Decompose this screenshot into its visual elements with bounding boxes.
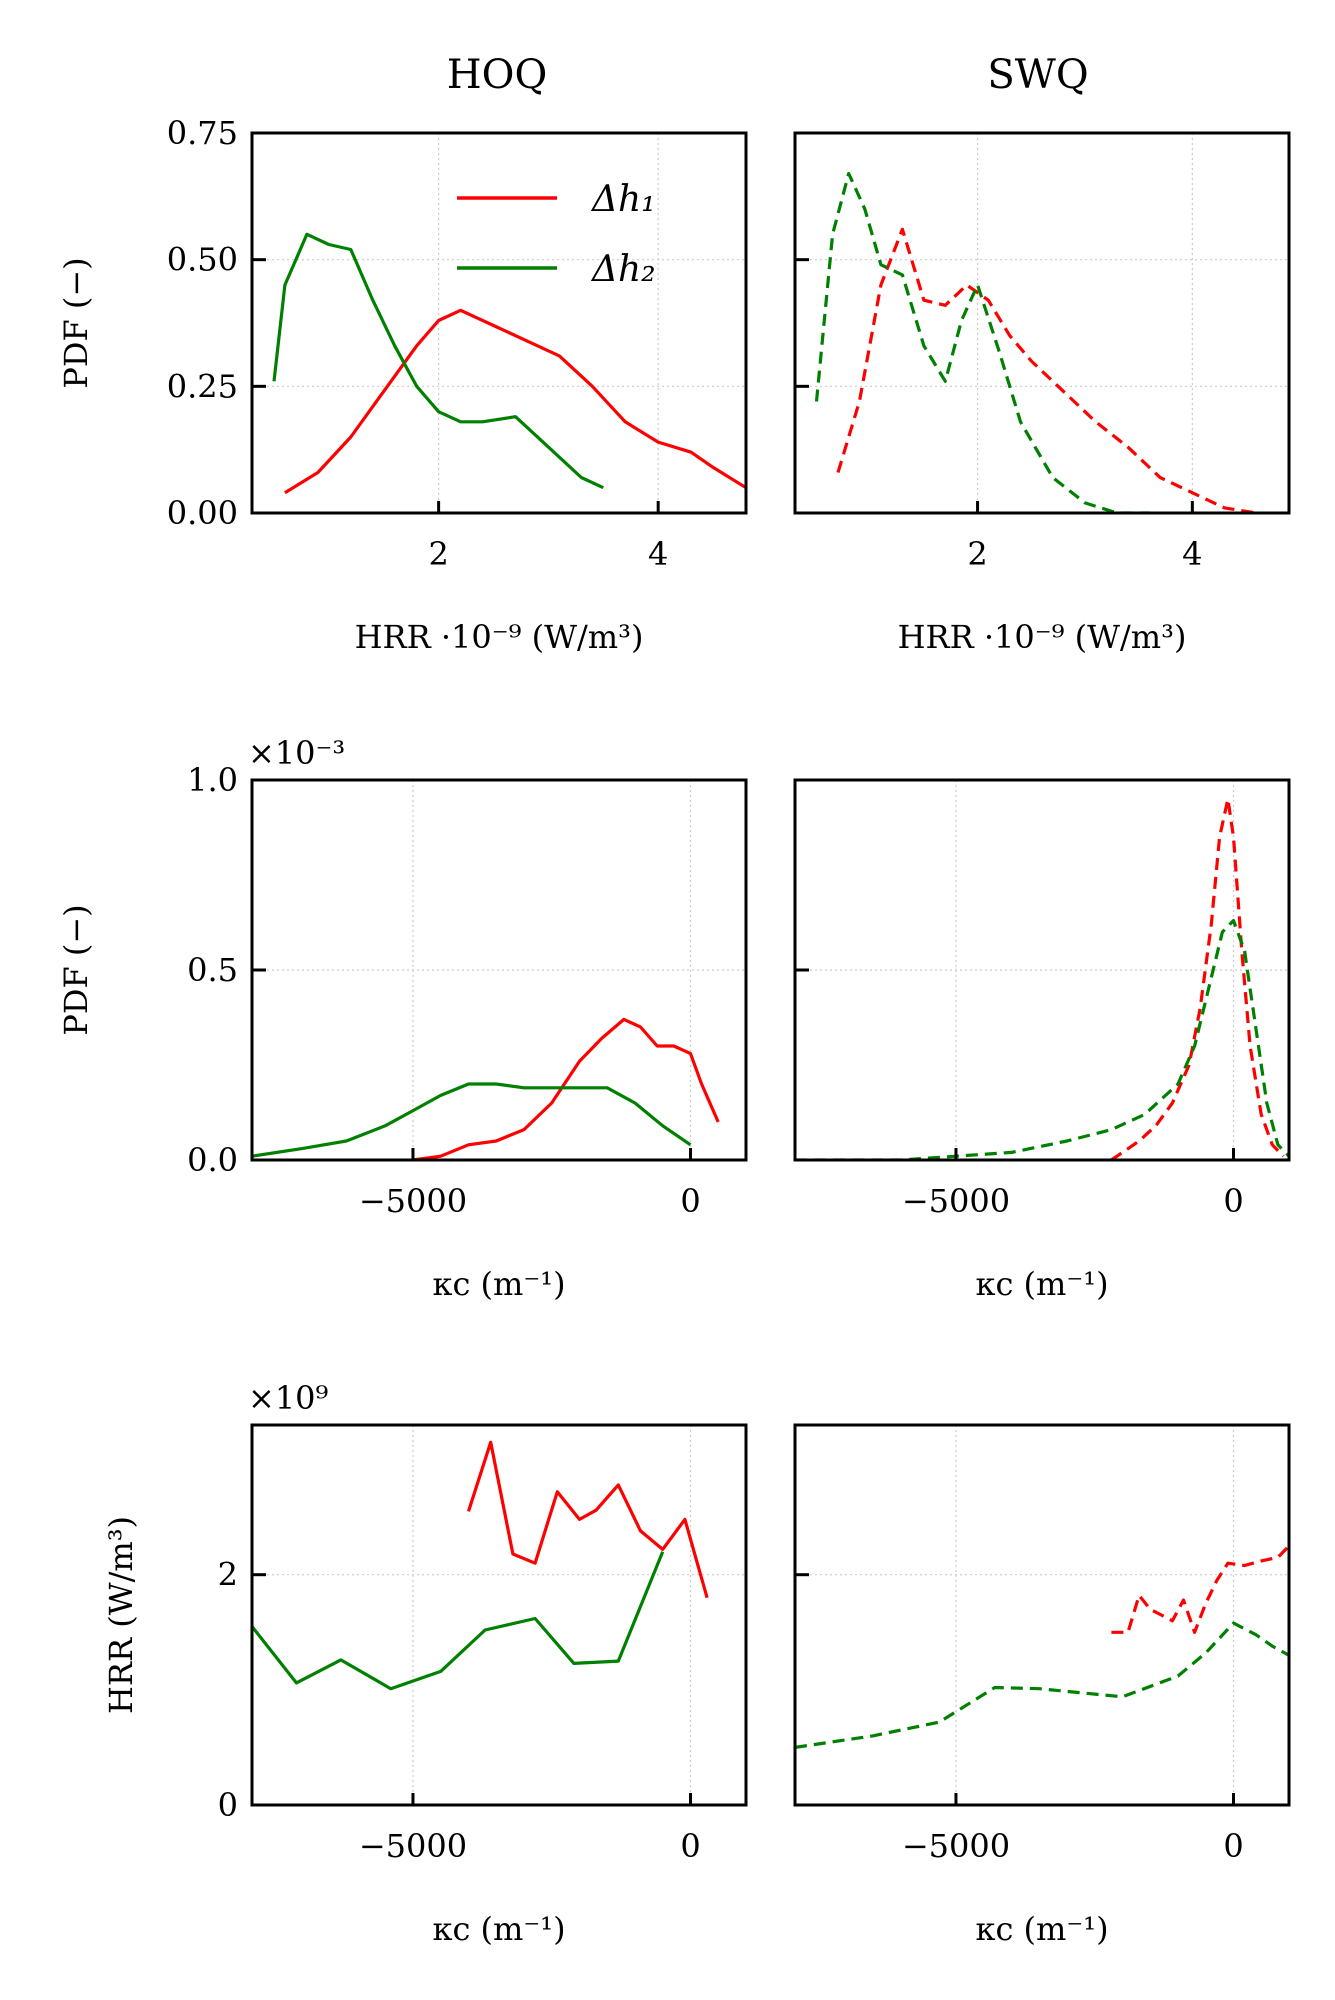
- x-tick-label: 4: [648, 535, 668, 573]
- x-axis-label: κc (m⁻¹): [975, 1910, 1108, 1948]
- x-tick-label: −5000: [902, 1182, 1010, 1220]
- legend: Δh₁ Δh₂: [457, 179, 656, 290]
- y-tick-label: 2: [218, 1556, 238, 1594]
- x-axis-label: HRR ·10⁻⁹ (W/m³): [355, 618, 644, 656]
- y-tick-label: 0.25: [167, 367, 238, 405]
- series-line-2: [795, 1621, 1289, 1749]
- chart-panel-middle-left: −5000 0 0.0 0.5 1.0 κc (m⁻¹) PDF (−) ×10⁻³: [57, 734, 748, 1303]
- chart-panel-bottom-left: −5000 0 0 2 κc (m⁻¹) HRR (W/m³) ×10⁹: [102, 1379, 748, 1948]
- column-title-hoq: HOQ: [447, 52, 547, 98]
- axes-frame: [250, 1423, 748, 1807]
- chart-panel-middle-right: −5000 0 κc (m⁻¹): [793, 778, 1291, 1303]
- x-tick-label: 0: [680, 1182, 700, 1220]
- axes-frame: [793, 1423, 1291, 1807]
- y-tick-label: 0.0: [187, 1141, 238, 1179]
- series-line-1: [284, 308, 746, 495]
- legend-label-1: Δh₁: [590, 179, 656, 220]
- x-tick-label: 2: [967, 535, 987, 573]
- axes-frame: [793, 131, 1291, 515]
- series-line-2: [252, 1082, 692, 1158]
- x-tick-label: 0: [680, 1827, 700, 1865]
- y-tick-label: 0: [218, 1786, 238, 1824]
- x-axis-label: κc (m⁻¹): [432, 1265, 565, 1303]
- y-axis-label: HRR (W/m³): [102, 1516, 140, 1714]
- y-tick-label: 1.0: [187, 761, 238, 799]
- x-axis-label: HRR ·10⁻⁹ (W/m³): [898, 618, 1187, 656]
- axis-offset-label: ×10⁹: [248, 1379, 329, 1417]
- y-axis-label: PDF (−): [57, 904, 95, 1035]
- y-tick-label: 0.5: [187, 951, 238, 989]
- y-tick-label: 0.00: [167, 494, 238, 532]
- y-axis-label: PDF (−): [57, 257, 95, 388]
- chart-panel-top-left: 2 4 0.00 0.25 0.50 0.75 HRR ·10⁻⁹ (W/m³) PDF (−…: [57, 114, 748, 656]
- x-tick-label: −5000: [359, 1827, 467, 1865]
- legend-label-2: Δh₂: [590, 249, 656, 290]
- series-line-2: [252, 1551, 665, 1691]
- series-line-1: [1111, 1544, 1289, 1634]
- x-tick-label: −5000: [359, 1182, 467, 1220]
- y-tick-label: 0.50: [167, 241, 238, 279]
- series-line-1: [1110, 797, 1285, 1160]
- series-line-1: [836, 227, 1258, 513]
- series-line-1: [412, 1017, 720, 1160]
- axes-frame: [250, 131, 748, 515]
- series-line-2: [795, 919, 1289, 1160]
- x-tick-label: 0: [1223, 1182, 1243, 1220]
- chart-panel-top-right: 2 4 HRR ·10⁻⁹ (W/m³): [793, 131, 1291, 656]
- y-tick-label: 0.75: [167, 114, 238, 152]
- series-line-2: [272, 232, 604, 490]
- x-tick-label: 2: [428, 535, 448, 573]
- x-tick-label: 4: [1182, 535, 1202, 573]
- x-tick-label: 0: [1223, 1827, 1243, 1865]
- x-tick-label: −5000: [902, 1827, 1010, 1865]
- column-title-swq: SWQ: [987, 52, 1088, 98]
- series-line-1: [466, 1440, 709, 1599]
- series-line-2: [814, 171, 1150, 513]
- x-axis-label: κc (m⁻¹): [975, 1265, 1108, 1303]
- chart-panel-bottom-right: −5000 0 κc (m⁻¹): [793, 1423, 1291, 1948]
- axis-offset-label: ×10⁻³: [248, 734, 345, 772]
- x-axis-label: κc (m⁻¹): [432, 1910, 565, 1948]
